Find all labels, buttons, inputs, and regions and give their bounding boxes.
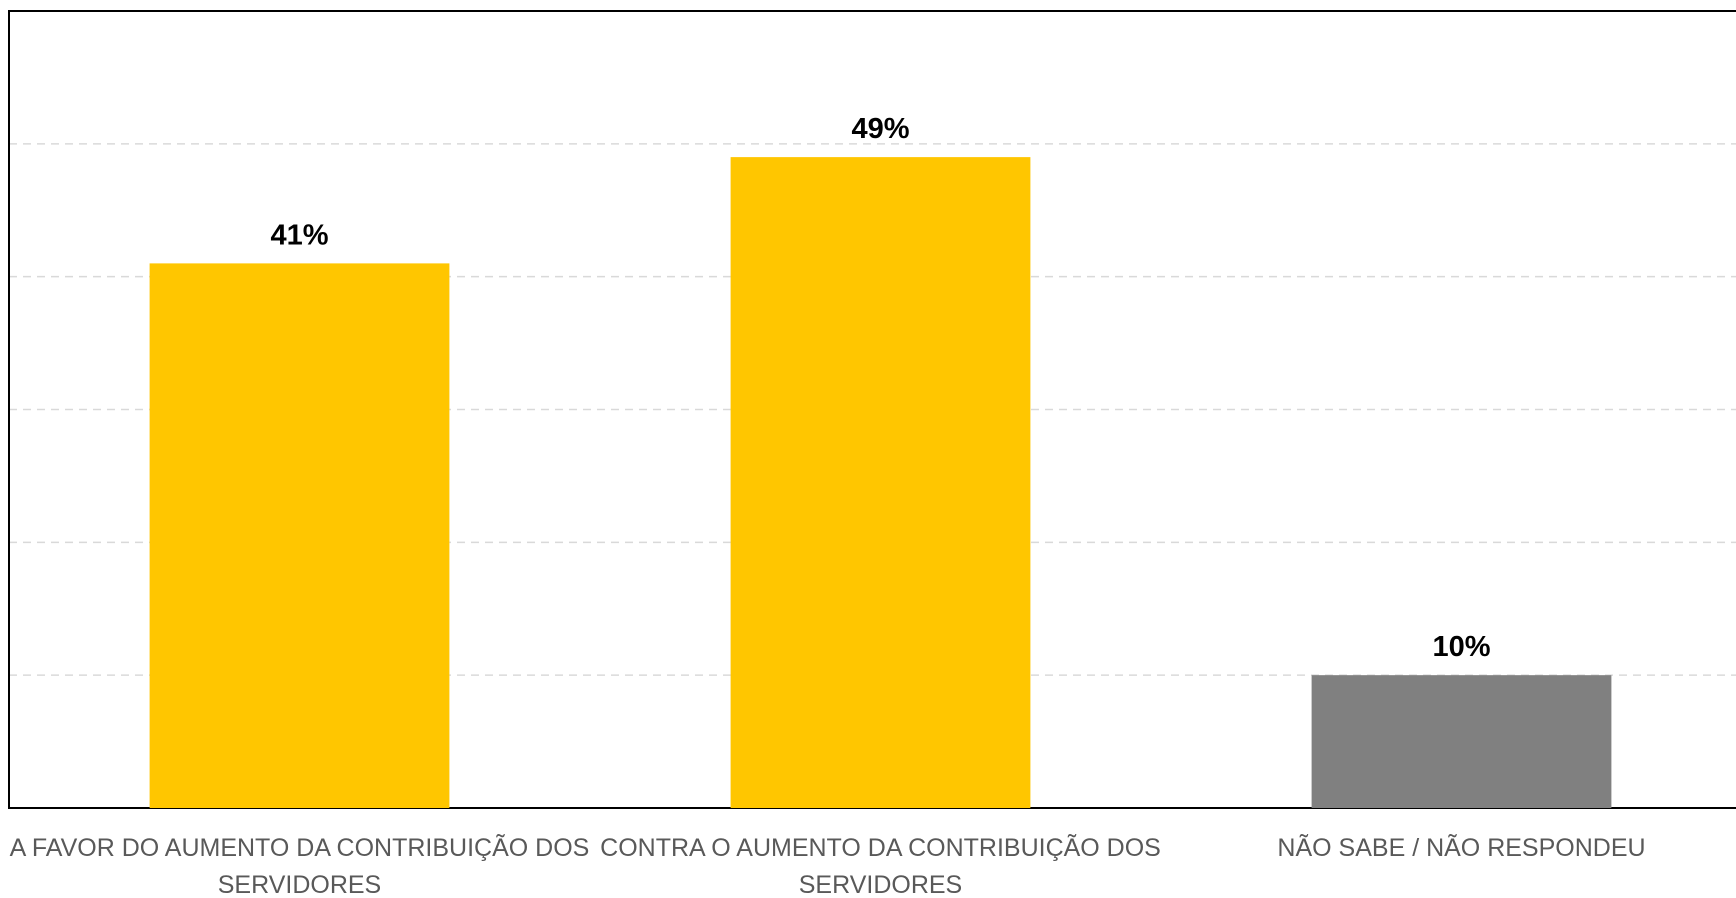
bar — [730, 157, 1031, 808]
value-label: 49% — [851, 113, 909, 145]
x-tick-label: NÃO SABE / NÃO RESPONDEU — [1277, 834, 1646, 862]
bar — [149, 263, 450, 809]
value-label: 41% — [270, 219, 328, 251]
bar — [1311, 675, 1612, 808]
value-label: 10% — [1432, 631, 1490, 663]
x-tick-label: CONTRA O AUMENTO DA CONTRIBUIÇÃO DOS SER… — [600, 834, 1161, 898]
x-tick-label: A FAVOR DO AUMENTO DA CONTRIBUIÇÃO DOS S… — [9, 834, 590, 898]
